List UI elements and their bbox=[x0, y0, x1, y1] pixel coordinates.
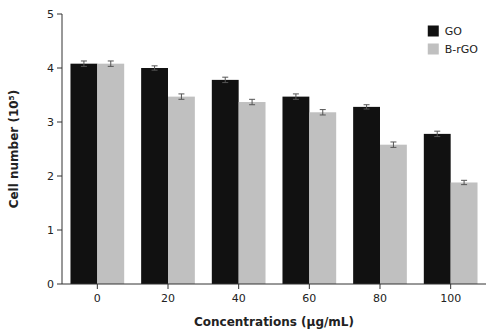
legend-swatch bbox=[428, 44, 439, 55]
error-bar bbox=[390, 142, 396, 147]
chart: 0 1 2 3 4 5 Cell number (10⁵) 0 20 40 60 80 100 Conce… bbox=[0, 0, 500, 334]
y-tick-label: 0 bbox=[47, 278, 54, 291]
error-bar bbox=[364, 105, 370, 109]
x-axis-label: Concentrations (μg/mL) bbox=[194, 315, 354, 329]
error-bar bbox=[320, 110, 326, 115]
y-axis: 0 1 2 3 4 5 bbox=[47, 8, 62, 291]
error-bar bbox=[222, 77, 228, 82]
x-tick bbox=[168, 284, 169, 289]
bar bbox=[168, 97, 195, 284]
error-bar bbox=[434, 131, 440, 136]
y-tick-label: 1 bbox=[47, 224, 54, 237]
y-tick bbox=[57, 14, 62, 15]
bar bbox=[451, 182, 478, 284]
legend: GO B-rGO bbox=[428, 25, 479, 56]
bar bbox=[309, 112, 336, 284]
x-tick-label: 100 bbox=[440, 292, 461, 305]
bar bbox=[282, 97, 309, 284]
legend-swatch bbox=[428, 26, 439, 37]
x-axis: 0 20 40 60 80 100 bbox=[62, 284, 486, 305]
bar bbox=[353, 107, 380, 284]
x-tick-label: 80 bbox=[373, 292, 387, 305]
x-tick bbox=[238, 284, 239, 289]
x-tick bbox=[380, 284, 381, 289]
error-bar bbox=[293, 94, 299, 99]
y-tick-label: 4 bbox=[47, 62, 54, 75]
legend-label: B-rGO bbox=[445, 43, 479, 56]
x-tick-label: 40 bbox=[232, 292, 246, 305]
x-tick-label: 0 bbox=[94, 292, 101, 305]
bar bbox=[380, 145, 407, 284]
y-tick-label: 3 bbox=[47, 116, 54, 129]
x-tick-label: 20 bbox=[161, 292, 175, 305]
bar bbox=[239, 102, 266, 284]
error-bar bbox=[152, 66, 158, 70]
x-tick bbox=[97, 284, 98, 289]
y-axis-line bbox=[62, 14, 63, 284]
bar bbox=[424, 134, 451, 284]
y-tick bbox=[57, 284, 62, 285]
bar bbox=[97, 64, 124, 284]
error-bar bbox=[178, 94, 184, 99]
y-tick bbox=[57, 122, 62, 123]
y-axis-label: Cell number (10⁵) bbox=[7, 90, 21, 209]
error-bar bbox=[108, 61, 114, 66]
y-tick bbox=[57, 176, 62, 177]
x-tick bbox=[450, 284, 451, 289]
y-tick bbox=[57, 68, 62, 69]
error-bar bbox=[461, 180, 467, 184]
legend-label: GO bbox=[445, 25, 463, 38]
bar bbox=[212, 80, 239, 284]
x-axis-line bbox=[62, 284, 486, 285]
x-tick-label: 60 bbox=[302, 292, 316, 305]
x-tick bbox=[309, 284, 310, 289]
bars bbox=[70, 61, 477, 284]
error-bar bbox=[81, 61, 87, 66]
y-tick-label: 2 bbox=[47, 170, 54, 183]
bar bbox=[141, 68, 168, 284]
error-bar bbox=[249, 99, 255, 104]
y-tick bbox=[57, 230, 62, 231]
y-tick-label: 5 bbox=[47, 8, 54, 21]
bar bbox=[70, 64, 97, 284]
